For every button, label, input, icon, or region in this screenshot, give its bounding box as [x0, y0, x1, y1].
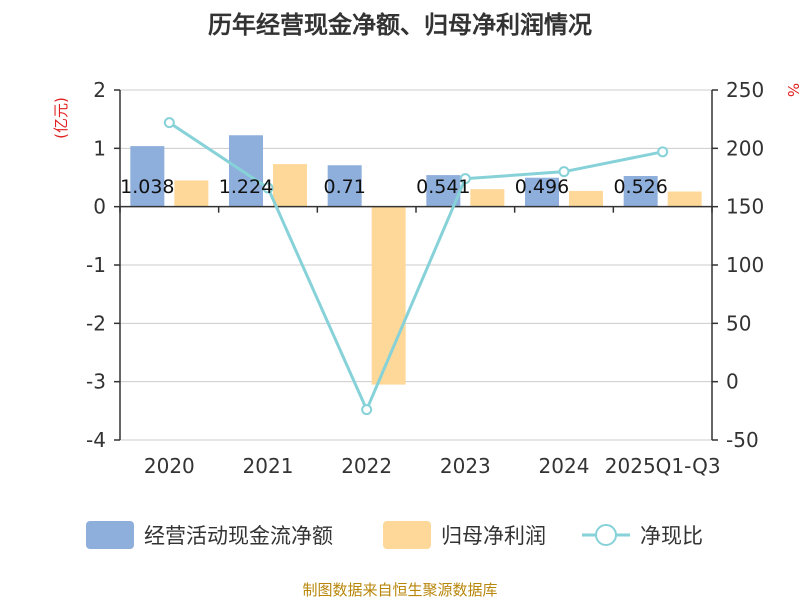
right-axis-ticks: 250 200 150 100 50 0 -50 [712, 78, 764, 452]
right-axis-unit: % [784, 83, 800, 97]
net-profit-bar [273, 164, 307, 207]
cash-flow-bar [327, 165, 362, 207]
left-tick-label: -1 [86, 253, 106, 277]
right-tick-label: 50 [726, 311, 751, 335]
net-profit-bar [174, 180, 209, 207]
legend-swatch-2 [383, 521, 431, 549]
legend-label: 净现比 [640, 524, 703, 548]
left-tick-label: -4 [86, 428, 106, 452]
legend-label: 归母净利润 [441, 524, 546, 548]
ratio-point [361, 404, 373, 416]
legend-swatch-1 [86, 521, 134, 549]
cash-flow-bar [229, 135, 263, 207]
ratio-point [262, 182, 274, 194]
x-tick-label: 2025Q1-Q3 [605, 454, 721, 478]
left-tick-label: -3 [86, 370, 106, 394]
left-tick-label: 2 [93, 78, 106, 102]
cash-flow-bar [130, 146, 165, 207]
right-tick-label: 0 [726, 370, 739, 394]
ratio-point [558, 166, 570, 178]
x-tick-label: 2024 [539, 454, 590, 478]
ratio-point [657, 146, 669, 158]
net-profit-bar [667, 191, 702, 207]
ratio-line-path [168, 121, 663, 414]
right-tick-label: 100 [726, 253, 764, 277]
x-tick-label: 2023 [440, 454, 491, 478]
right-tick-label: 150 [726, 195, 764, 219]
cash-flow-data-label: 0.71 [324, 176, 366, 198]
data-labels: 1.038 1.224 0.71 0.541 0.496 0.526 [120, 176, 668, 198]
ratio-line [163, 117, 669, 416]
net-profit-bar [569, 190, 603, 207]
cash-flow-data-label: 1.224 [219, 176, 273, 198]
left-tick-label: -2 [86, 311, 106, 335]
legend: 经营活动现金流净额 归母净利润 净现比 [86, 521, 703, 549]
left-axis-ticks: 2 1 0 -1 -2 -3 -4 [86, 78, 120, 452]
legend-label: 经营活动现金流净额 [144, 524, 333, 548]
chart-title: 历年经营现金净额、归母净利润情况 [208, 11, 592, 39]
ratio-point [459, 173, 471, 185]
net-profit-bar [470, 189, 505, 207]
x-tick-label: 2020 [144, 454, 195, 478]
bars [130, 135, 702, 385]
source-note: 制图数据来自恒生聚源数据库 [302, 581, 497, 599]
x-axis-labels: 2020 2021 2022 2023 2024 2025Q1-Q3 [144, 454, 721, 478]
x-tick-label: 2022 [341, 454, 392, 478]
left-tick-label: 0 [93, 195, 106, 219]
right-tick-label: 200 [726, 136, 764, 160]
cash-flow-data-label: 0.541 [416, 176, 470, 198]
ratio-point [163, 117, 175, 129]
cash-flow-bar [623, 175, 658, 207]
left-tick-label: 1 [93, 136, 106, 160]
cash-flow-bar [525, 177, 559, 207]
cash-flow-data-label: 1.038 [120, 176, 174, 198]
cash-flow-data-label: 0.526 [613, 176, 667, 198]
left-axis-unit: (亿元) [52, 97, 70, 139]
right-tick-label: 250 [726, 78, 764, 102]
right-tick-label: -50 [726, 428, 759, 452]
legend-marker [595, 524, 617, 546]
x-tick-label: 2021 [243, 454, 294, 478]
gridlines [120, 89, 712, 441]
cash-flow-data-label: 0.496 [515, 176, 569, 198]
